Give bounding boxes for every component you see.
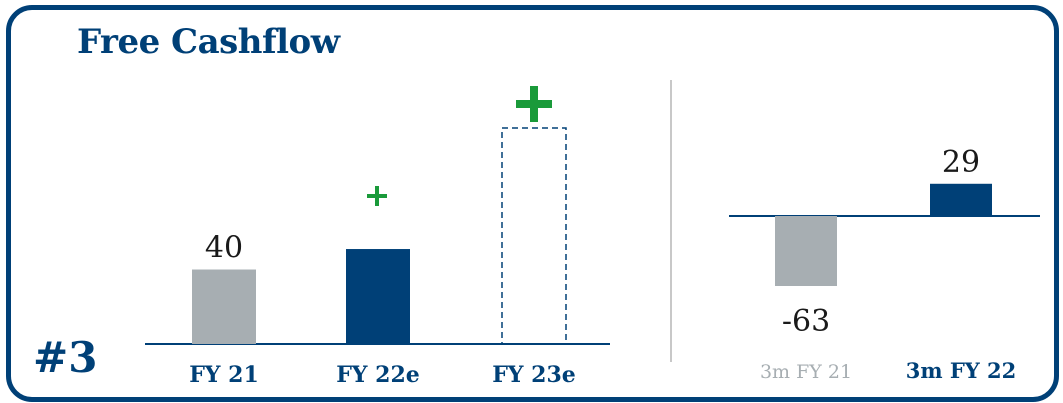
bar-fy-21 bbox=[192, 269, 256, 344]
small-plus-marker-icon bbox=[367, 186, 387, 206]
chart-title: Free Cashflow bbox=[77, 22, 340, 62]
large-plus-marker-icon-v bbox=[530, 86, 538, 122]
value-label: 29 bbox=[942, 145, 980, 180]
category-label: FY 22e bbox=[336, 362, 420, 388]
bar-fy-23e bbox=[501, 127, 567, 345]
small-plus-marker-icon-v bbox=[375, 186, 379, 206]
slide-number: #3 bbox=[33, 333, 98, 382]
left-chart: 40 FY 21 FY 22e FY 23e bbox=[189, 86, 576, 388]
bar-fy-22e bbox=[346, 249, 410, 344]
category-label: FY 23e bbox=[492, 362, 576, 388]
large-plus-marker-icon bbox=[516, 86, 552, 122]
right-chart: -63 3m FY 21 29 3m FY 22 bbox=[760, 145, 1016, 383]
category-label: 3m FY 21 bbox=[760, 361, 852, 383]
bar-3m-fy-22 bbox=[930, 183, 992, 216]
bar-3m-fy-21 bbox=[775, 216, 837, 286]
value-label: 40 bbox=[205, 231, 243, 266]
category-label: FY 21 bbox=[189, 362, 259, 388]
category-label: 3m FY 22 bbox=[906, 358, 1017, 383]
slide-frame bbox=[6, 5, 1059, 402]
value-label: -63 bbox=[782, 304, 830, 339]
